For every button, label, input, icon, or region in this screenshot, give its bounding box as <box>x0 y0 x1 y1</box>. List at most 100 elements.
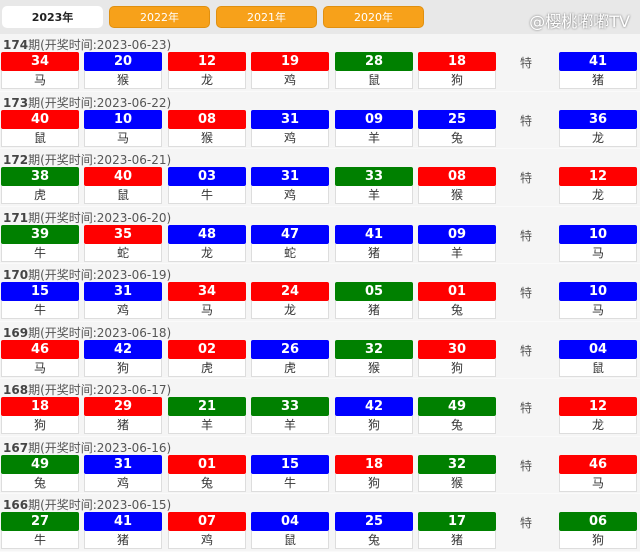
zodiac-label: 鸡 <box>168 531 246 549</box>
zodiac-label: 猪 <box>84 531 162 549</box>
ball-cell: 32 猴 <box>418 454 496 492</box>
zodiac-label: 鼠 <box>251 531 329 549</box>
ball-number: 10 <box>559 224 637 244</box>
zodiac-label: 马 <box>1 71 79 89</box>
draw-date: 2023-06-23 <box>96 38 167 52</box>
zodiac-label: 狗 <box>418 71 496 89</box>
draw-date: 2023-06-21 <box>96 153 167 167</box>
title-prefix: 期(开奖时间: <box>28 498 97 512</box>
ball-cell: 20 猴 <box>84 52 162 89</box>
special-label: 特 <box>520 516 533 530</box>
zodiac-label: 鸡 <box>251 71 329 89</box>
issue-number: 172 <box>3 153 29 167</box>
ball-cell: 18 狗 <box>418 52 496 89</box>
zodiac-label: 狗 <box>418 358 496 377</box>
zodiac-label: 龙 <box>251 301 329 319</box>
issue-number: 168 <box>3 383 29 397</box>
zodiac-label: 兔 <box>168 473 246 492</box>
title-prefix: 期(开奖时间: <box>28 153 97 167</box>
ball-number: 06 <box>559 512 637 531</box>
draw-row: 172期(开奖时间:2023-06-21) 38 虎 40 鼠 03 牛 31 鸡 33 羊 08 猴特… <box>0 149 640 207</box>
ball-number: 41 <box>335 224 413 244</box>
zodiac-label: 猪 <box>335 301 413 319</box>
ball-number: 42 <box>84 339 162 359</box>
ball-cell: 33 羊 <box>335 167 413 204</box>
tab-2022[interactable]: 2022年 <box>109 6 210 28</box>
zodiac-label: 龙 <box>559 186 637 204</box>
special-ball-cell: 41 猪 <box>559 52 637 89</box>
zodiac-label: 鸡 <box>84 301 162 319</box>
ball-cell: 10 马 <box>84 109 162 147</box>
ball-number: 26 <box>251 339 329 359</box>
ball-cell: 07 鸡 <box>168 512 246 549</box>
zodiac-label: 马 <box>168 301 246 319</box>
ball-cell: 09 羊 <box>418 224 496 262</box>
tab-2021[interactable]: 2021年 <box>216 6 317 28</box>
ball-number: 36 <box>559 109 637 129</box>
zodiac-label: 龙 <box>168 243 246 262</box>
zodiac-label: 猴 <box>418 473 496 492</box>
zodiac-label: 牛 <box>251 473 329 492</box>
ball-number: 46 <box>1 339 79 359</box>
zodiac-label: 鼠 <box>84 186 162 204</box>
special-ball-cell: 12 龙 <box>559 397 637 434</box>
ball-number: 31 <box>251 109 329 129</box>
draw-date: 2023-06-17 <box>96 383 167 397</box>
ball-number: 38 <box>1 167 79 186</box>
special-ball-cell: 10 马 <box>559 224 637 262</box>
ball-cell: 46 马 <box>1 339 79 377</box>
zodiac-label: 鼠 <box>1 128 79 147</box>
zodiac-label: 兔 <box>418 416 496 434</box>
ball-number: 31 <box>84 454 162 474</box>
zodiac-label: 猪 <box>418 531 496 549</box>
ball-number: 04 <box>251 512 329 531</box>
zodiac-label: 猪 <box>559 71 637 89</box>
issue-number: 170 <box>3 268 29 282</box>
special-label: 特 <box>520 113 533 128</box>
ball-cell: 05 猪 <box>335 282 413 319</box>
draw-title: 166期(开奖时间:2023-06-15) <box>3 498 172 512</box>
title-prefix: 期(开奖时间: <box>28 383 97 397</box>
ball-cell: 08 猴 <box>418 167 496 204</box>
tab-2023[interactable]: 2023年 <box>2 6 103 28</box>
zodiac-label: 龙 <box>168 71 246 89</box>
zodiac-label: 蛇 <box>251 243 329 262</box>
zodiac-label: 鼠 <box>335 71 413 89</box>
ball-cell: 34 马 <box>1 52 79 89</box>
zodiac-label: 兔 <box>1 473 79 492</box>
zodiac-label: 马 <box>559 243 637 262</box>
ball-number: 41 <box>559 52 637 71</box>
ball-cell: 47 蛇 <box>251 224 329 262</box>
zodiac-label: 鸡 <box>251 128 329 147</box>
ball-cell: 49 兔 <box>1 454 79 492</box>
ball-cell: 30 狗 <box>418 339 496 377</box>
title-prefix: 期(开奖时间: <box>28 325 97 340</box>
zodiac-label: 羊 <box>335 128 413 147</box>
zodiac-label: 马 <box>559 473 637 492</box>
ball-cell: 32 猴 <box>335 339 413 377</box>
tab-2020[interactable]: 2020年 <box>323 6 424 28</box>
ball-cell: 48 龙 <box>168 224 246 262</box>
draw-row: 169期(开奖时间:2023-06-18) 46 马 42 狗 02 虎 26 虎 32 猴 30 狗特… <box>0 322 640 379</box>
zodiac-label: 猪 <box>335 243 413 262</box>
ball-number: 01 <box>418 282 496 301</box>
special-label: 特 <box>520 228 533 243</box>
zodiac-label: 龙 <box>559 416 637 434</box>
ball-number: 32 <box>418 454 496 474</box>
draw-title: 169期(开奖时间:2023-06-18) <box>3 325 172 340</box>
special-label: 特 <box>520 458 533 473</box>
ball-cell: 28 鼠 <box>335 52 413 89</box>
ball-cell: 31 鸡 <box>84 282 162 319</box>
draw-title: 170期(开奖时间:2023-06-19) <box>3 268 172 282</box>
ball-number: 27 <box>1 512 79 531</box>
zodiac-label: 虎 <box>251 358 329 377</box>
ball-number: 32 <box>335 339 413 359</box>
ball-cell: 31 鸡 <box>251 167 329 204</box>
draw-list: 174期(开奖时间:2023-06-23) 34 马 20 猴 12 龙 19 鸡 28 鼠 18 狗特… <box>0 34 640 552</box>
zodiac-label: 兔 <box>418 301 496 319</box>
ball-number: 29 <box>84 397 162 416</box>
ball-number: 18 <box>335 454 413 474</box>
ball-cell: 31 鸡 <box>84 454 162 492</box>
ball-cell: 41 猪 <box>84 512 162 549</box>
ball-cell: 17 猪 <box>418 512 496 549</box>
